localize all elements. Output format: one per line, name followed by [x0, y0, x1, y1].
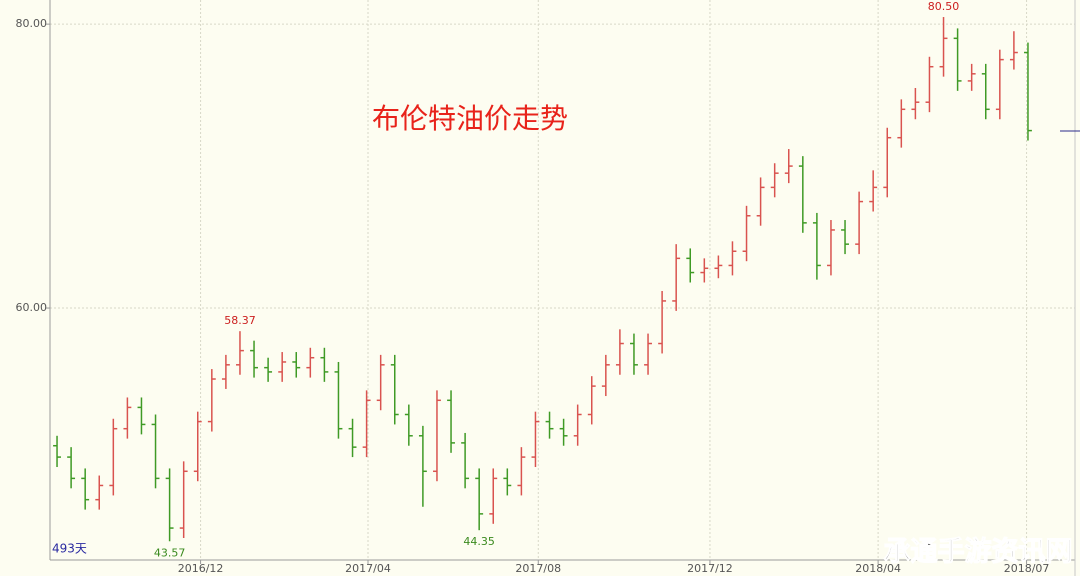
x-tick-label: 2017/12	[687, 562, 733, 575]
watermark: 承通手游资讯网	[884, 537, 1073, 568]
x-tick-label: 2017/08	[515, 562, 561, 575]
x-tick-label: 2017/04	[345, 562, 391, 575]
x-tick-label: 2018/07	[1004, 562, 1050, 575]
high-label: 80.50	[928, 0, 960, 13]
low-label: 43.57	[154, 546, 186, 559]
high-label: 58.37	[224, 314, 256, 327]
x-tick-label: 2018/04	[855, 562, 901, 575]
chart-title: 布伦特油价走势	[372, 102, 568, 135]
low-label: 44.35	[463, 535, 495, 548]
y-tick-label: 60.00	[16, 301, 48, 314]
y-tick-label: 80.00	[16, 17, 48, 30]
x-tick-label: 2016/12	[178, 562, 224, 575]
period-label: 493天	[52, 542, 87, 556]
